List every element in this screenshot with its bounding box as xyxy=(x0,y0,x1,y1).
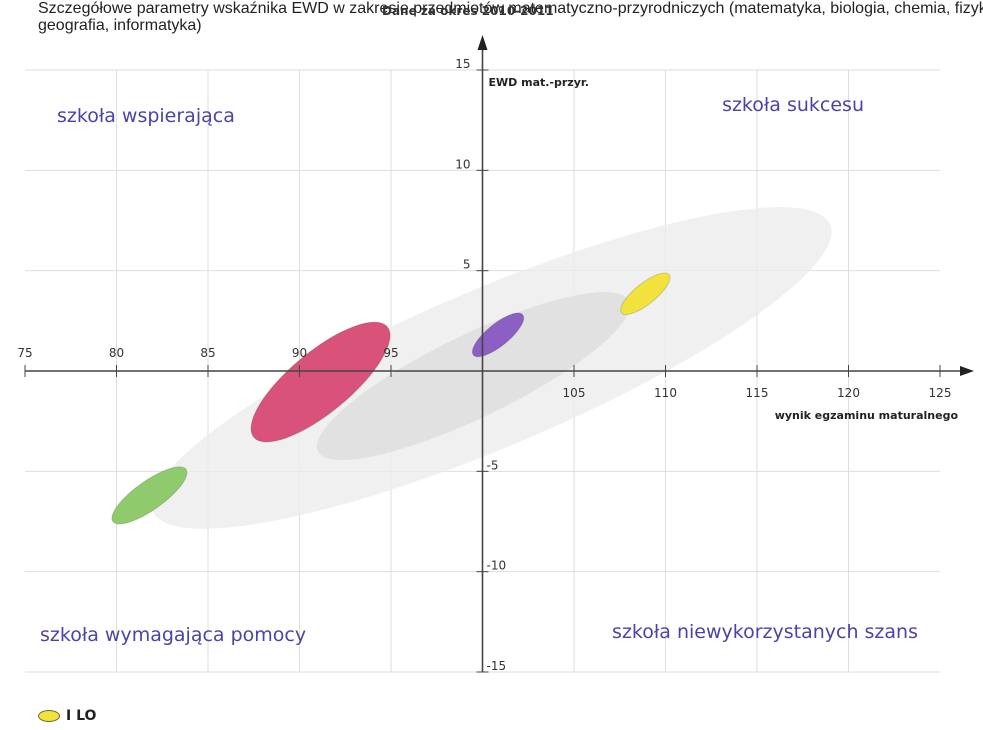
x-tick-label: 95 xyxy=(383,346,398,360)
y-tick-label: -5 xyxy=(487,458,499,472)
x-tick-label: 80 xyxy=(109,346,124,360)
y-axis-arrow xyxy=(477,35,488,50)
x-axis-arrow xyxy=(960,366,974,376)
quadrant-label-top-left: szkoła wspierająca xyxy=(57,105,235,127)
y-axis-label: EWD mat.-przyr. xyxy=(489,76,589,89)
x-tick-label: 75 xyxy=(17,346,32,360)
school-ellipse xyxy=(250,321,391,443)
x-tick-label: 105 xyxy=(563,386,586,400)
school-ellipse xyxy=(620,272,671,315)
school-ellipse xyxy=(111,466,188,525)
description-line-1: Szczegółowe parametry wskaźnika EWD w za… xyxy=(38,0,983,17)
school-ellipses xyxy=(111,272,671,525)
x-tick-label: 125 xyxy=(929,386,952,400)
legend-label: I LO xyxy=(66,708,97,724)
quadrant-label-bottom-right: szkoła niewykorzystanych szans xyxy=(612,621,918,643)
page-description: Szczegółowe parametry wskaźnika EWD w za… xyxy=(38,0,983,34)
y-tick-label: -15 xyxy=(487,659,507,673)
background-regions xyxy=(151,207,832,529)
y-tick-label: 5 xyxy=(463,258,471,272)
x-tick-label: 120 xyxy=(837,386,860,400)
y-tick-label: 15 xyxy=(455,57,470,71)
legend-swatch xyxy=(38,710,60,722)
background-region xyxy=(316,292,630,460)
x-tick-label: 115 xyxy=(746,386,769,400)
y-tick-label: 10 xyxy=(455,157,470,171)
x-tick-label: 85 xyxy=(200,346,215,360)
x-tick-label: 110 xyxy=(654,386,677,400)
axes xyxy=(24,35,974,673)
x-axis-label: wynik egzaminu maturalnego xyxy=(775,409,959,422)
description-line-2: geografia, informatyka) xyxy=(38,17,202,34)
school-ellipse xyxy=(471,312,525,358)
x-tick-label: 90 xyxy=(292,346,307,360)
legend: I LO xyxy=(38,708,96,724)
quadrant-label-top-right: szkoła sukcesu xyxy=(722,94,864,116)
period-label: Dane za okres 2010-2011 xyxy=(382,4,554,18)
y-tick-label: -10 xyxy=(487,559,507,573)
quadrant-label-bottom-left: szkoła wymagająca pomocy xyxy=(40,624,306,646)
